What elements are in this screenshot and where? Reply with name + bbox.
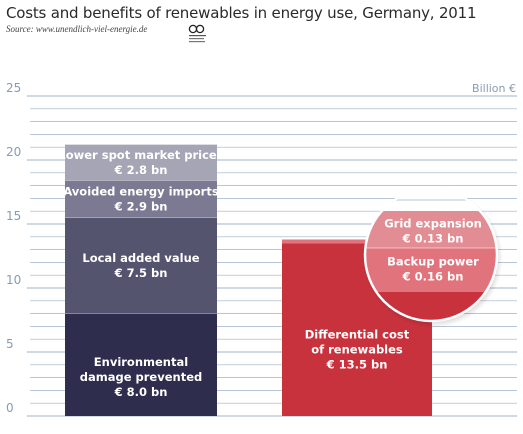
bar-segment-label: € 0.16 bn: [402, 270, 464, 284]
bar-segment-label: Backup power: [387, 255, 479, 269]
bar-segment-label: € 7.5 bn: [114, 266, 168, 280]
bar-segment-label: Lower spot market prices: [58, 148, 223, 162]
y-tick-label: 0: [6, 401, 14, 415]
bar-segment-label: € 0.13 bn: [402, 232, 464, 246]
bar-segment-label: damage prevented: [80, 370, 203, 384]
lens-segment-grid: [365, 211, 497, 248]
bar-segment: [65, 217, 217, 314]
bar-segment-label: Differential cost: [305, 328, 410, 342]
lens-segment-backup: [365, 248, 497, 292]
y-axis-unit: Billion €: [472, 82, 516, 95]
bar-segment-label: Avoided energy imports: [63, 185, 219, 199]
bar-segment-label: € 13.5 bn: [326, 358, 388, 372]
magnifier-lens: Grid expansion€ 0.13 bn Backup power€ 0.1…: [363, 187, 503, 328]
bar-segment-label: of renewables: [311, 343, 403, 357]
bar-segment-label: Environmental: [94, 355, 188, 369]
bar-segment-label: € 8.0 bn: [114, 385, 168, 399]
chart-source: Source: www.unendlich-viel-energie.de: [6, 24, 148, 34]
bar-segment-label: Local added value: [82, 251, 199, 265]
y-tick-label: 5: [6, 337, 14, 351]
bar-layer: [65, 144, 432, 416]
y-tick-label: 25: [6, 81, 21, 95]
bar-segment: [65, 180, 217, 218]
y-tick-label: 15: [6, 209, 21, 223]
bar-segment: [282, 239, 432, 244]
y-tick-label: 20: [6, 145, 21, 159]
bar-segment: [65, 313, 217, 416]
agency-logo: [188, 24, 206, 43]
y-tick-label: 10: [6, 273, 21, 287]
bar-segment-label: € 2.9 bn: [114, 200, 168, 214]
bar-segment-label: Grid expansion: [384, 217, 482, 231]
lens-rim: [363, 187, 499, 323]
bar-segment-label: € 2.8 bn: [114, 163, 168, 177]
chart-title: Costs and benefits of renewables in ener…: [6, 4, 477, 22]
bar-segment: [65, 144, 217, 181]
